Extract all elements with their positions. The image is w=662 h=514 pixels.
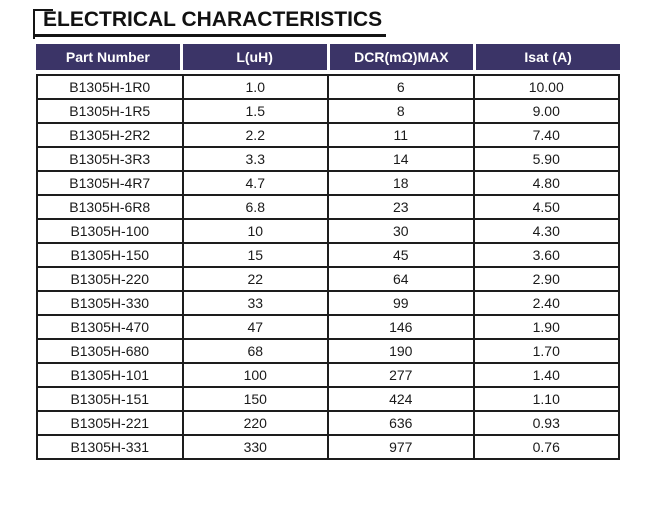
table-row: B1305H-100 10 30 4.30 [36, 218, 620, 244]
table-row: B1305H-101 100 277 1.40 [36, 362, 620, 388]
cell-isat: 10.00 [472, 74, 620, 100]
cell-inductance: 4.7 [181, 170, 329, 196]
table-row: B1305H-221 220 636 0.93 [36, 410, 620, 436]
cell-part-number: B1305H-150 [36, 242, 184, 268]
electrical-characteristics-table: Part Number L(uH) DCR(mΩ)MAX Isat (A) B1… [36, 44, 620, 460]
cell-inductance: 10 [181, 218, 329, 244]
cell-part-number: B1305H-6R8 [36, 194, 184, 220]
cell-isat: 1.90 [472, 314, 620, 340]
table-row: B1305H-150 15 45 3.60 [36, 242, 620, 268]
cell-part-number: B1305H-1R0 [36, 74, 184, 100]
table-row: B1305H-4R7 4.7 18 4.80 [36, 170, 620, 196]
table-row: B1305H-470 47 146 1.90 [36, 314, 620, 340]
cell-dcr-max: 8 [327, 98, 475, 124]
cell-part-number: B1305H-2R2 [36, 122, 184, 148]
cell-isat: 4.30 [472, 218, 620, 244]
cell-dcr-max: 977 [327, 434, 475, 460]
table-row: B1305H-680 68 190 1.70 [36, 338, 620, 364]
table-row: B1305H-330 33 99 2.40 [36, 290, 620, 316]
cell-dcr-max: 30 [327, 218, 475, 244]
cell-dcr-max: 23 [327, 194, 475, 220]
cell-dcr-max: 146 [327, 314, 475, 340]
cell-dcr-max: 277 [327, 362, 475, 388]
cell-part-number: B1305H-680 [36, 338, 184, 364]
cell-isat: 2.40 [472, 290, 620, 316]
cell-dcr-max: 99 [327, 290, 475, 316]
cell-inductance: 330 [181, 434, 329, 460]
cell-isat: 4.50 [472, 194, 620, 220]
table-row: B1305H-1R5 1.5 8 9.00 [36, 98, 620, 124]
title-corner-bracket [33, 9, 53, 39]
cell-isat: 3.60 [472, 242, 620, 268]
cell-part-number: B1305H-221 [36, 410, 184, 436]
cell-part-number: B1305H-331 [36, 434, 184, 460]
page-title: ELECTRICAL CHARACTERISTICS [43, 8, 383, 31]
cell-isat: 7.40 [472, 122, 620, 148]
cell-inductance: 1.5 [181, 98, 329, 124]
cell-part-number: B1305H-100 [36, 218, 184, 244]
cell-part-number: B1305H-470 [36, 314, 184, 340]
cell-dcr-max: 18 [327, 170, 475, 196]
cell-isat: 1.40 [472, 362, 620, 388]
column-header-inductance: L(uH) [182, 44, 327, 70]
cell-part-number: B1305H-1R5 [36, 98, 184, 124]
cell-inductance: 150 [181, 386, 329, 412]
cell-inductance: 33 [181, 290, 329, 316]
table-row: B1305H-151 150 424 1.10 [36, 386, 620, 412]
table-row: B1305H-2R2 2.2 11 7.40 [36, 122, 620, 148]
cell-part-number: B1305H-330 [36, 290, 184, 316]
cell-part-number: B1305H-151 [36, 386, 184, 412]
cell-part-number: B1305H-4R7 [36, 170, 184, 196]
cell-inductance: 15 [181, 242, 329, 268]
cell-dcr-max: 636 [327, 410, 475, 436]
cell-inductance: 6.8 [181, 194, 329, 220]
cell-isat: 0.76 [472, 434, 620, 460]
cell-inductance: 22 [181, 266, 329, 292]
title-block: ELECTRICAL CHARACTERISTICS [33, 5, 387, 39]
cell-inductance: 2.2 [181, 122, 329, 148]
cell-isat: 1.70 [472, 338, 620, 364]
cell-dcr-max: 45 [327, 242, 475, 268]
cell-dcr-max: 6 [327, 74, 475, 100]
column-header-isat: Isat (A) [476, 44, 620, 70]
cell-isat: 4.80 [472, 170, 620, 196]
cell-inductance: 3.3 [181, 146, 329, 172]
cell-part-number: B1305H-3R3 [36, 146, 184, 172]
table-row: B1305H-331 330 977 0.76 [36, 434, 620, 460]
table-row: B1305H-6R8 6.8 23 4.50 [36, 194, 620, 220]
cell-isat: 1.10 [472, 386, 620, 412]
table-row: B1305H-3R3 3.3 14 5.90 [36, 146, 620, 172]
column-header-part-number: Part Number [36, 44, 180, 70]
cell-isat: 5.90 [472, 146, 620, 172]
table-body: B1305H-1R0 1.0 6 10.00 B1305H-1R5 1.5 8 … [36, 74, 620, 460]
cell-dcr-max: 424 [327, 386, 475, 412]
table-header-row: Part Number L(uH) DCR(mΩ)MAX Isat (A) [36, 44, 620, 70]
cell-dcr-max: 11 [327, 122, 475, 148]
cell-inductance: 220 [181, 410, 329, 436]
cell-dcr-max: 14 [327, 146, 475, 172]
cell-dcr-max: 64 [327, 266, 475, 292]
cell-inductance: 68 [181, 338, 329, 364]
cell-part-number: B1305H-101 [36, 362, 184, 388]
cell-inductance: 1.0 [181, 74, 329, 100]
cell-isat: 2.90 [472, 266, 620, 292]
table-row: B1305H-220 22 64 2.90 [36, 266, 620, 292]
cell-dcr-max: 190 [327, 338, 475, 364]
table-row: B1305H-1R0 1.0 6 10.00 [36, 74, 620, 100]
cell-isat: 0.93 [472, 410, 620, 436]
cell-inductance: 100 [181, 362, 329, 388]
cell-part-number: B1305H-220 [36, 266, 184, 292]
column-header-dcr-max: DCR(mΩ)MAX [329, 44, 474, 70]
cell-inductance: 47 [181, 314, 329, 340]
cell-isat: 9.00 [472, 98, 620, 124]
